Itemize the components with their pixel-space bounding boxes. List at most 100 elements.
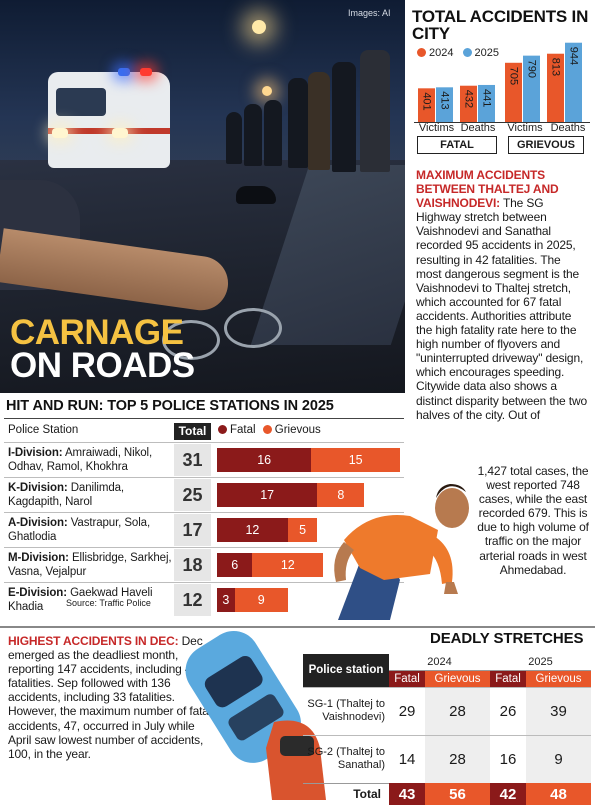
fatal-bar: 6 [217, 553, 253, 577]
blue-car-windshield [204, 655, 263, 708]
col-grievous-2024: Grievous [425, 670, 490, 687]
station-total: 12 [174, 584, 211, 616]
total-header: Total [174, 423, 211, 440]
col-grievous-2025: Grievous [526, 670, 591, 687]
total-fatal-2025: 42 [489, 783, 527, 805]
grievous-bar: 9 [234, 588, 288, 612]
december-article: HIGHEST ACCIDENTS IN DEC: Dec emerged as… [8, 634, 214, 761]
article-body: The SG Highway stretch between Vaishnode… [416, 196, 587, 422]
col-fatal-2025: Fatal [489, 670, 527, 687]
group-label-grievous: GRIEVOUS [508, 136, 584, 154]
bar-2025 [436, 87, 453, 122]
table-row: I-Division: Amraiwadi, Nikol, Odhav, Ram… [4, 442, 404, 476]
fatal-bar: 17 [217, 483, 318, 507]
december-heading: HIGHEST ACCIDENTS IN DEC: [8, 634, 179, 648]
bar-value-label: 441 [481, 89, 493, 107]
man-shirt [344, 515, 438, 580]
bar-2024 [418, 88, 435, 122]
division-areas: Gaekwad Haveli Khadia [8, 587, 153, 613]
bar-value-label: 432 [463, 90, 475, 108]
division-label: I-Division: [8, 447, 63, 459]
shoe [236, 186, 276, 204]
table-row: SG-2 (Thaltej to Sanathal) 14 28 16 9 [303, 734, 591, 783]
value-fatal-2025: 16 [489, 734, 527, 783]
article-continuation: 1,427 total cases, the west reported 748… [477, 464, 589, 577]
bar-2024 [505, 62, 522, 122]
total-accidents-bars: 401 413 432 441 705 790 813 944 [418, 42, 582, 122]
division-label: K-Division: [8, 482, 68, 494]
glasses-lens [162, 320, 220, 360]
bar-2024 [460, 85, 477, 122]
category-label: Victims [507, 122, 543, 134]
legend-2025-label: 2025 [474, 47, 500, 59]
total-grievous-2024: 56 [425, 783, 490, 805]
december-body: Dec emerged as the deadliest month, repo… [8, 634, 212, 761]
deadly-stretches-table: Police station 2024 2025 Fatal Grievous … [303, 654, 591, 805]
bar-value-label: 705 [508, 67, 520, 85]
total-label: Total [303, 782, 389, 805]
value-grievous-2025: 9 [526, 734, 591, 783]
hit-and-run-legend: Fatal Grievous [218, 424, 321, 436]
total-grievous-2025: 48 [526, 783, 591, 805]
division-areas: Vastrapur, Sola, Ghatlodia [8, 517, 151, 543]
falling-man-illustration [334, 484, 469, 620]
division-label: M-Division: [8, 552, 69, 564]
fatal-bar: 16 [217, 448, 312, 472]
division-areas: Amraiwadi, Nikol, Odhav, Ramol, Khokhra [8, 447, 153, 473]
divider [4, 418, 404, 419]
table-row: SG-1 (Thaltej to Vaishnodevi) 29 28 26 3… [303, 686, 591, 735]
chart-axis [414, 122, 590, 123]
bystander [226, 112, 242, 164]
value-grievous-2025: 39 [526, 686, 591, 735]
hit-and-run-title: HIT AND RUN: TOP 5 POLICE STATIONS IN 20… [6, 398, 334, 414]
stretch-name: SG-2 (Thaltej to Sanathal) [303, 734, 389, 783]
fatal-bar: 3 [217, 588, 235, 612]
legend-fatal-label: Fatal [230, 424, 256, 436]
division-label: A-Division: [8, 517, 68, 529]
glasses-lens [224, 308, 282, 348]
table-row: K-Division: Danilimda, Kagdapith, Narol 2… [4, 477, 404, 511]
station-name: M-Division: Ellisbridge, Sarkhej, Vasna,… [8, 551, 173, 579]
hero-title-line2: ON ROADS [10, 346, 195, 385]
legend-grievous-label: Grievous [274, 424, 321, 436]
grievous-bar: 8 [317, 483, 365, 507]
chart-title: TOTAL ACCIDENTS IN CITY [412, 7, 589, 43]
value-fatal-2024: 29 [389, 686, 426, 735]
category-label: Victims [418, 122, 455, 134]
man-sleeve [428, 536, 453, 584]
category-label: Deaths [460, 122, 496, 134]
man-head [435, 488, 469, 528]
group-label-fatal: FATAL [417, 136, 497, 154]
street-light [252, 20, 266, 34]
man-arm [334, 542, 354, 582]
fatal-bar: 12 [217, 518, 288, 542]
chart-legend: 2024 2025 [417, 47, 505, 59]
station-name: I-Division: Amraiwadi, Nikol, Odhav, Ram… [8, 446, 173, 474]
bystander [244, 104, 262, 166]
bystander [332, 62, 356, 172]
legend-2024-swatch [417, 48, 426, 57]
hero-photo [0, 0, 405, 393]
table-subheader-row: Fatal Grievous Fatal Grievous [303, 670, 591, 687]
hero-title-line1: CARNAGE [10, 313, 184, 352]
grievous-bar: 15 [311, 448, 400, 472]
hero-title: CARNAGE ON ROADS [10, 313, 195, 385]
bystander [360, 50, 390, 172]
ambulance-window [56, 88, 106, 116]
station-name: E-Division: Gaekwad Haveli Khadia [8, 586, 173, 614]
grievous-bar: 12 [252, 553, 324, 577]
value-fatal-2025: 26 [489, 686, 527, 735]
table-year-row: Police station 2024 2025 [303, 654, 591, 687]
station-total: 18 [174, 549, 211, 581]
siren-light [118, 68, 130, 76]
bar-value-label: 413 [439, 91, 451, 109]
stretch-name: SG-1 (Thaltej to Vaishnodevi) [303, 686, 389, 735]
legend-2025-swatch [462, 48, 472, 57]
value-grievous-2024: 28 [425, 686, 490, 735]
siren-light [140, 68, 152, 76]
station-total: 25 [174, 479, 211, 511]
legend-fatal-swatch [218, 425, 227, 434]
legend-2024: 2024 [417, 47, 453, 59]
col-year-2025: 2025 [489, 654, 591, 671]
bystander [264, 100, 282, 166]
